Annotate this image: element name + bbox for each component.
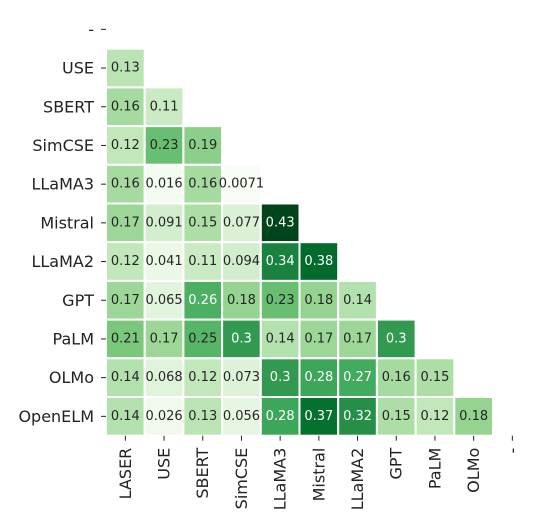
cell-value-label: 0.17 [111, 215, 140, 230]
cell-value-label: 0.14 [111, 409, 140, 424]
heatmap-cell [143, 163, 185, 205]
cell-value-label: 0.12 [420, 409, 449, 424]
cell-value-label: 0.18 [227, 293, 256, 308]
cell-value-label: 0.11 [188, 254, 217, 269]
x-axis: LASER USE SBERT SimCSE LLaMA3 Mistral LLaMA2 GP… [116, 435, 522, 511]
cell-value-label: 0.37 [304, 409, 333, 424]
heatmap-cell-labels: 0.130.16 0.110.12 0.23 0.190.16 0.016 0.16 0.0… [111, 61, 488, 424]
cell-value-label: 0.38 [304, 254, 333, 269]
cell-value-label: 0.23 [266, 293, 295, 308]
y-tick-label: GPT [62, 291, 94, 310]
cell-value-label: 0.32 [343, 409, 372, 424]
y-tick-label: PaLM [53, 329, 94, 348]
x-tick-label: LASER [116, 448, 135, 500]
x-tick-label: SBERT [193, 447, 212, 498]
cell-value-label: 0.17 [111, 293, 140, 308]
cell-value-label: 0.27 [343, 370, 372, 385]
cell-value-label: 0.23 [150, 138, 179, 153]
cell-value-label: 0.12 [111, 138, 140, 153]
cell-value-label: 0.34 [266, 254, 295, 269]
cell-value-label: 0.11 [150, 99, 179, 114]
cell-value-label: 0.077 [223, 215, 260, 230]
cell-value-label: 0.15 [420, 370, 449, 385]
heatmap-cell [105, 318, 146, 360]
heatmap-cell [298, 396, 340, 437]
cell-value-label: 0.0071 [219, 177, 265, 192]
cell-value-label: 0.13 [111, 61, 140, 76]
cell-value-label: 0.26 [188, 293, 217, 308]
x-tick-label: SimCSE [232, 448, 251, 510]
heatmap-cell [182, 396, 224, 437]
heatmap-cell [259, 241, 301, 282]
cell-value-label: 0.19 [188, 138, 217, 153]
cell-value-label: 0.14 [266, 331, 295, 346]
y-tick-label: Mistral [40, 213, 94, 232]
y-tick-label: SimCSE [32, 136, 94, 155]
heatmap-cell [143, 241, 185, 282]
cell-value-label: 0.28 [266, 409, 295, 424]
x-tick-label: PaLM [425, 448, 444, 489]
y-tick-label: OpenELM [18, 407, 94, 426]
x-tick-label: GPT [387, 447, 406, 479]
heatmap-cell [375, 318, 417, 360]
cell-value-label: 0.16 [188, 177, 217, 192]
cell-value-label: 0.056 [223, 409, 260, 424]
cell-value-label: 0.17 [150, 331, 179, 346]
heatmap-cell [182, 125, 224, 166]
cell-value-label: 0.16 [382, 370, 411, 385]
cell-value-label: 0.28 [304, 370, 333, 385]
cell-value-label: 0.041 [145, 254, 182, 269]
cell-value-label: 0.13 [188, 409, 217, 424]
y-tick-label: LLaMA2 [31, 252, 94, 271]
cell-value-label: 0.25 [188, 331, 217, 346]
heatmap-cell [143, 279, 185, 321]
x-tick-label: LLaMA3 [271, 448, 290, 511]
heatmap-cell [259, 396, 301, 437]
cell-value-label: 0.016 [145, 177, 182, 192]
y-axis: - USE SBERT SimCSE LLaMA3 Mistral LLaMA2 GPT PaL… [18, 20, 106, 426]
x-tick-label: Mistral [309, 448, 328, 502]
cell-value-label: 0.17 [343, 331, 372, 346]
cell-value-label: 0.3 [386, 331, 407, 346]
y-tick-label: - [88, 20, 94, 39]
cell-value-label: 0.065 [145, 293, 182, 308]
cell-value-label: 0.43 [266, 215, 295, 230]
cell-value-label: 0.3 [270, 370, 291, 385]
y-tick-label: LLaMA3 [31, 175, 94, 194]
cell-value-label: 0.15 [188, 215, 217, 230]
y-tick-label: USE [62, 59, 94, 78]
cell-value-label: 0.18 [459, 409, 488, 424]
x-tick-label: USE [155, 448, 174, 480]
heatmap-cell [182, 318, 224, 360]
cell-value-label: 0.17 [304, 331, 333, 346]
cell-value-label: 0.12 [111, 254, 140, 269]
cell-value-label: 0.18 [304, 293, 333, 308]
heatmap-cell [298, 279, 340, 321]
cell-value-label: 0.16 [111, 99, 140, 114]
x-tick-label: LLaMA2 [348, 448, 367, 511]
x-tick-label: - [503, 448, 522, 454]
cell-value-label: 0.094 [223, 254, 260, 269]
cell-value-label: 0.026 [145, 409, 182, 424]
cell-value-label: 0.21 [111, 331, 140, 346]
cell-value-label: 0.091 [145, 215, 182, 230]
x-tick-label: OLMo [464, 448, 483, 493]
cell-value-label: 0.16 [111, 177, 140, 192]
cell-value-label: 0.073 [223, 370, 260, 385]
y-tick-label: SBERT [43, 97, 94, 116]
cell-value-label: 0.3 [231, 331, 252, 346]
heatmap-cell [221, 163, 262, 205]
heatmap-cell [105, 396, 146, 437]
cell-value-label: 0.12 [188, 370, 217, 385]
cell-value-label: 0.15 [382, 409, 411, 424]
cell-value-label: 0.14 [343, 293, 372, 308]
heatmap-cells [105, 47, 494, 437]
heatmap-cell [453, 396, 494, 437]
heatmap-cell [221, 241, 262, 282]
cell-value-label: 0.068 [145, 370, 182, 385]
heatmap-cell [414, 396, 456, 437]
y-tick-label: OLMo [49, 368, 94, 387]
cell-value-label: 0.14 [111, 370, 140, 385]
